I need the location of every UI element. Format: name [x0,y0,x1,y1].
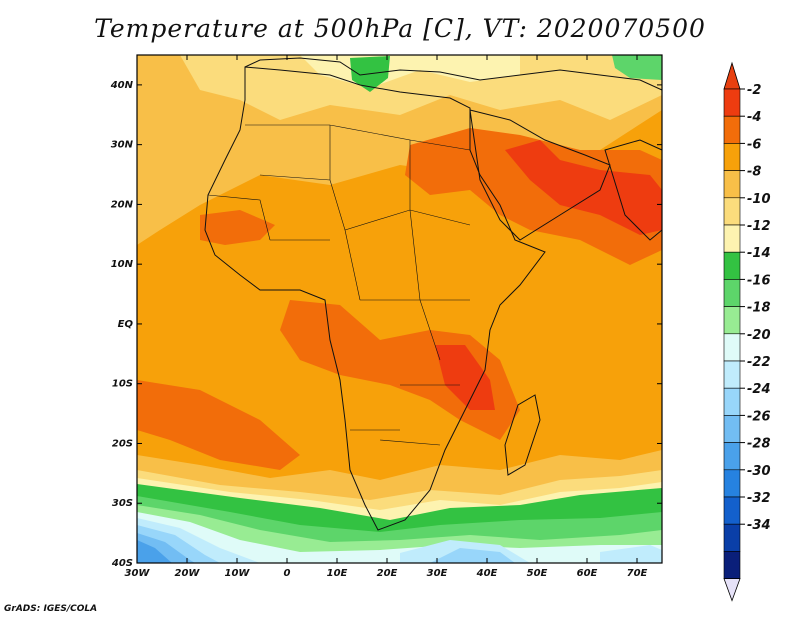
field-green-ne [612,55,662,80]
temperature-field [137,55,662,563]
colorbar-over-triangle [723,61,741,90]
longitude-axis: 30W 20W 10W 0 10E 20E 30E 40E 50E 60E 70E [125,55,648,579]
field-band-2-eastafrica [435,345,495,410]
lat-tick-label: 20S [112,438,133,449]
colorbar-label: -4 [747,110,761,125]
lat-tick-label: 40N [110,80,134,91]
colorbar-swatch [723,170,741,199]
colorbar-label: -10 [747,192,771,207]
colorbar-label: -12 [747,219,771,234]
colorbar-label: -28 [747,437,771,452]
colorbar-swatch [723,442,741,471]
colorbar-swatch [723,306,741,335]
field-band-4-central [280,300,520,440]
lon-tick-label: 40E [476,568,498,579]
latitude-axis: 40N 30N 20N 10N EQ 10S 20S 30S 40S [110,80,662,569]
colorbar-swatch [723,143,741,171]
field-band-10-north [180,55,662,120]
colorbar-label: -24 [747,382,771,397]
lat-tick-label: 30N [111,140,134,151]
colorbar-label: -34 [747,518,771,533]
colorbar-swatch [723,551,741,579]
colorbar-swatch [723,197,741,226]
europe-coastline [244,57,663,91]
colorbar-label: -8 [747,165,761,180]
lon-tick-label: 20W [175,568,201,579]
credit-label: GrADS: IGES/COLA [4,604,98,614]
colorbar-swatch [723,387,741,416]
colorbar-swatch [723,496,741,525]
field-band-20-south [137,512,662,563]
colorbar-swatch [723,88,741,117]
lat-tick-label: 10S [112,379,133,390]
colorbar-swatch [723,360,741,389]
field-band-4-westafrica [200,210,275,245]
lon-tick-label: 50E [527,568,548,579]
colorbar-swatch [723,224,741,253]
lat-tick-label: 30S [112,498,133,509]
colorbar-label: -18 [747,301,771,316]
colorbar-label: -16 [747,273,771,288]
map-title: Temperature at 500hPa [C], VT: 202007050… [94,14,706,43]
colorbar-label: -22 [747,355,771,370]
lat-tick-label: 20N [111,199,134,210]
colorbar-label: -6 [747,137,761,152]
colorbar-swatch [723,333,741,362]
colorbar: -2 -4 -6 -8 -10 -12 -14 -16 -18 -20 -22 -24 -26 -28 -3… [723,61,771,602]
lon-tick-label: 20E [377,568,398,579]
africa-coastline [204,66,546,531]
lon-tick-label: 60E [577,568,598,579]
colorbar-swatch [723,415,741,443]
coastlines [204,57,663,531]
arabia-coastline [469,109,611,241]
lat-tick-label: 10N [111,259,134,270]
field-band-28-south [137,540,172,563]
colorbar-label: -30 [747,464,771,479]
lon-tick-label: 30E [427,568,448,579]
plot-frame [136,54,663,564]
field-band-4-satlantic [137,380,300,470]
lon-tick-label: 30W [125,568,151,579]
colorbar-label: -2 [747,83,761,98]
colorbar-label: -26 [747,409,771,424]
lon-tick-label: 10E [327,568,348,579]
colorbar-swatch [723,469,741,498]
madagascar-coastline [504,394,541,476]
field-band-2-arabia [505,140,662,235]
colorbar-under-triangle [723,578,741,602]
colorbar-swatch [723,115,741,144]
colorbar-label: -32 [747,491,771,506]
colorbar-label: -20 [747,328,771,343]
colorbar-swatch [723,523,741,552]
lon-tick-label: 70E [627,568,648,579]
colorbar-swatch [723,251,741,280]
lat-tick-label: EQ [118,319,134,330]
lon-tick-label: 0 [284,568,291,579]
colorbar-swatch [723,279,741,307]
colorbar-label: -14 [747,246,771,261]
country-borders [207,124,471,446]
lat-tick-label: 40S [111,558,133,569]
lon-tick-label: 10W [225,568,251,579]
field-band-4-arabia [405,128,662,265]
